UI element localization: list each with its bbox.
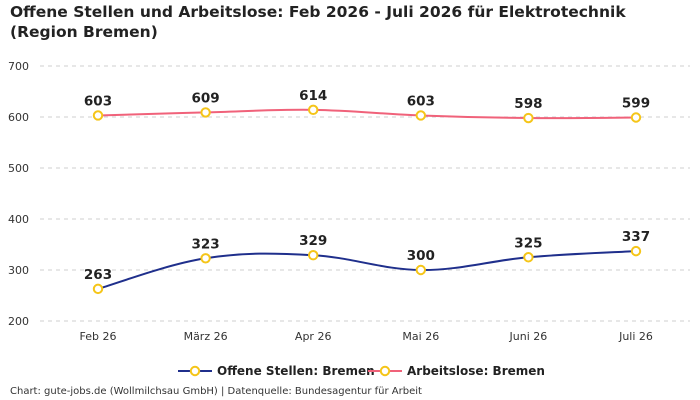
legend-marker-0 bbox=[189, 365, 201, 377]
data-label-1-4: 598 bbox=[514, 96, 542, 112]
legend-marker-1 bbox=[379, 365, 391, 377]
data-point-1-1 bbox=[200, 107, 211, 118]
series-line-1 bbox=[97, 108, 637, 120]
y-tick-label-200: 200 bbox=[8, 315, 29, 328]
y-tick-label-600: 600 bbox=[8, 111, 29, 124]
data-label-0-2: 329 bbox=[299, 233, 327, 249]
data-point-0-3 bbox=[415, 264, 426, 276]
data-label-1-3: 603 bbox=[407, 93, 435, 109]
legend: Offene Stellen: Bremen Arbeitslose: Breme… bbox=[178, 364, 545, 378]
data-label-0-1: 323 bbox=[192, 236, 220, 252]
data-point-1-2 bbox=[308, 104, 319, 116]
data-point-1-3 bbox=[415, 110, 426, 121]
y-tick-label-300: 300 bbox=[8, 264, 29, 277]
data-point-0-2 bbox=[308, 250, 319, 261]
data-point-0-1 bbox=[200, 253, 211, 264]
data-point-1-5 bbox=[630, 112, 642, 123]
y-tick-label-500: 500 bbox=[8, 162, 29, 175]
grid-lines bbox=[40, 65, 690, 322]
data-label-0-4: 325 bbox=[514, 235, 542, 251]
x-tick-label-0: Feb 26 bbox=[80, 330, 117, 343]
data-point-1-0 bbox=[92, 110, 104, 121]
data-point-0-0 bbox=[92, 283, 104, 295]
data-label-0-0: 263 bbox=[84, 267, 112, 283]
data-label-1-1: 609 bbox=[192, 90, 220, 106]
data-label-0-5: 337 bbox=[622, 229, 650, 245]
x-tick-label-4: Juni 26 bbox=[509, 330, 548, 343]
data-point-0-4 bbox=[523, 252, 534, 263]
chart-title: Offene Stellen und Arbeitslose: Feb 2026… bbox=[10, 3, 626, 41]
data-label-1-0: 603 bbox=[84, 93, 112, 109]
series-line-0 bbox=[97, 250, 637, 290]
y-tick-label-700: 700 bbox=[8, 60, 29, 73]
chart-source-footer: Chart: gute-jobs.de (Wollmilchsau GmbH) … bbox=[10, 386, 422, 397]
x-axis: Feb 26 März 26 Apr 26 Mai 26 Juni 26 Juli 26 bbox=[80, 330, 653, 343]
data-point-0-5 bbox=[630, 245, 642, 257]
data-label-0-3: 300 bbox=[407, 248, 435, 264]
series-layer: 263 323 329 300 325 337 603 609 614 603 598 599 bbox=[84, 88, 650, 295]
y-tick-label-400: 400 bbox=[8, 213, 29, 226]
y-axis: 200 300 400 500 600 700 bbox=[8, 60, 29, 328]
data-label-1-5: 599 bbox=[622, 96, 650, 112]
x-tick-label-5: Juli 26 bbox=[618, 330, 653, 343]
data-label-1-2: 614 bbox=[299, 88, 327, 104]
x-tick-label-2: Apr 26 bbox=[295, 330, 332, 343]
x-tick-label-1: März 26 bbox=[184, 330, 228, 343]
legend-label-1: Arbeitslose: Bremen bbox=[407, 364, 545, 378]
data-point-1-4 bbox=[523, 112, 534, 124]
legend-label-0: Offene Stellen: Bremen bbox=[217, 364, 375, 378]
x-tick-label-3: Mai 26 bbox=[402, 330, 439, 343]
